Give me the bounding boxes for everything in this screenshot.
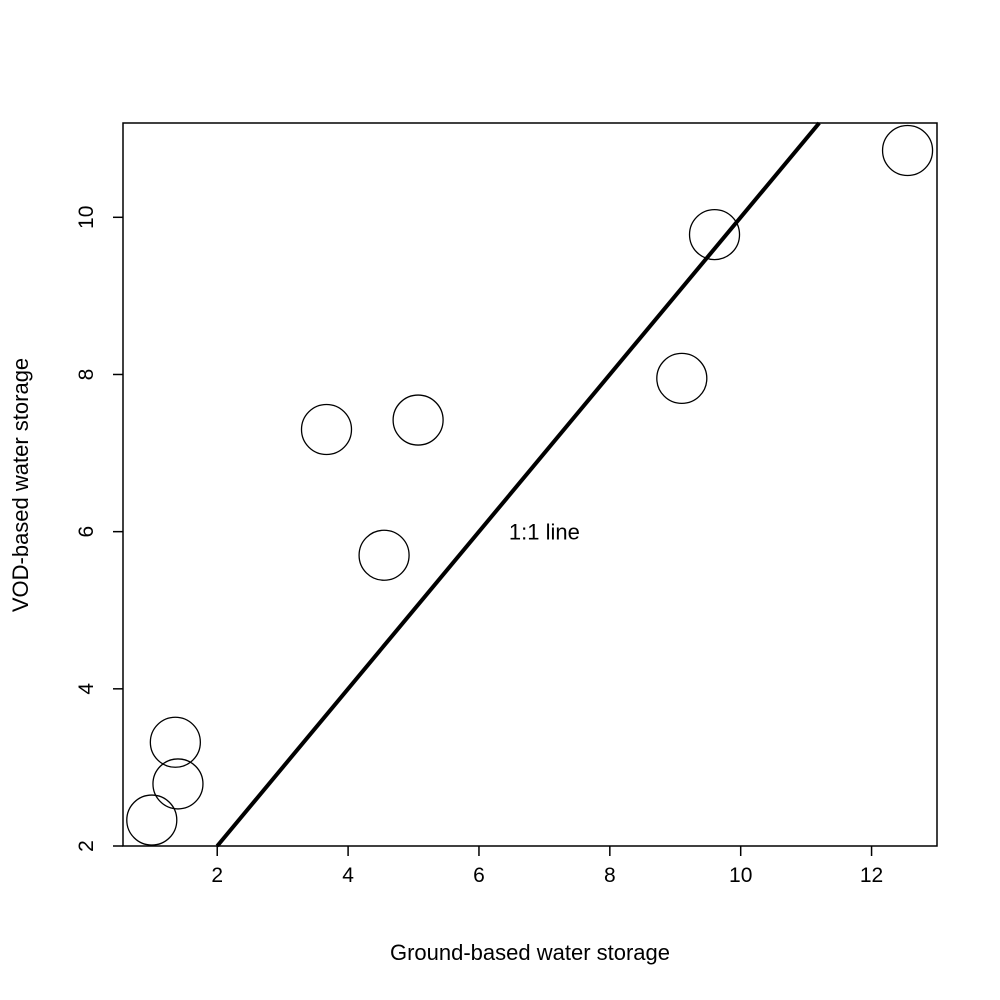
x-axis-title: Ground-based water storage <box>390 940 670 965</box>
data-point <box>656 352 708 405</box>
y-axis: 2 4 6 8 10 <box>75 206 123 852</box>
plot-area-frame <box>122 122 938 847</box>
x-tick-label: 10 <box>729 864 752 887</box>
x-tick-label: 8 <box>604 864 616 887</box>
data-point <box>126 794 178 846</box>
y-axis-title: VOD-based water storage <box>8 358 33 612</box>
data-point <box>881 124 934 177</box>
data-point <box>152 758 204 810</box>
data-point <box>358 529 410 581</box>
x-tick-label: 4 <box>342 864 354 887</box>
data-point <box>300 403 353 456</box>
x-tick-label: 2 <box>211 864 223 887</box>
reference-line-group: 1:1 line <box>215 121 821 848</box>
x-tick-label: 6 <box>473 864 485 887</box>
data-point <box>149 716 201 768</box>
y-tick-label: 10 <box>75 206 98 229</box>
y-tick-label: 2 <box>75 840 98 852</box>
one-to-one-line <box>215 121 821 848</box>
data-point <box>688 208 741 261</box>
y-tick-label: 4 <box>75 683 98 695</box>
y-tick-label: 6 <box>75 526 98 538</box>
data-point <box>392 394 444 446</box>
data-points <box>126 124 934 846</box>
one-to-one-line-label: 1:1 line <box>509 520 580 545</box>
x-tick-label: 12 <box>860 864 883 887</box>
y-tick-label: 8 <box>75 369 98 381</box>
x-axis: 2 4 6 8 10 12 <box>211 846 883 887</box>
